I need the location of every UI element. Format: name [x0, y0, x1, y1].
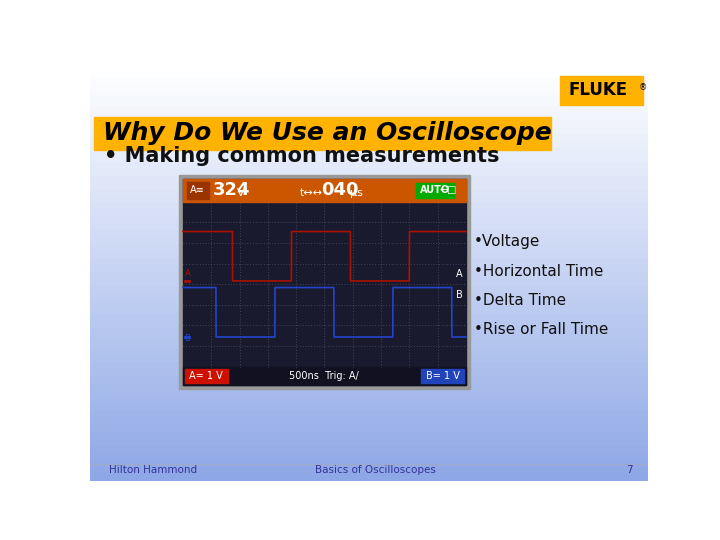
Bar [94, 117, 551, 150]
Bar [90, 155, 648, 162]
Text: μs: μs [350, 187, 362, 198]
Text: 7: 7 [626, 465, 632, 475]
Bar [90, 377, 648, 383]
Bar [90, 259, 648, 266]
Bar [183, 179, 466, 202]
Text: FLUKE: FLUKE [569, 81, 628, 99]
Bar [90, 231, 648, 238]
Bar [90, 390, 648, 397]
Bar [90, 356, 648, 363]
Text: •Rise or Fall Time: •Rise or Fall Time [474, 322, 608, 337]
Bar [90, 397, 648, 404]
Bar [90, 217, 648, 224]
Bar [90, 314, 648, 321]
Bar [90, 106, 648, 113]
Bar [90, 321, 648, 328]
Text: B= 1 V: B= 1 V [426, 371, 459, 381]
Text: AUTO: AUTO [420, 185, 450, 195]
Text: A≡: A≡ [190, 185, 205, 195]
Bar [90, 363, 648, 370]
Bar [90, 176, 648, 183]
Bar [90, 294, 648, 300]
Bar [90, 148, 648, 155]
Bar [90, 72, 648, 79]
Text: Why Do We Use an Oscilloscope: Why Do We Use an Oscilloscope [103, 122, 552, 145]
Bar [415, 183, 454, 198]
Text: •Voltage: •Voltage [474, 234, 540, 249]
Bar [90, 168, 648, 176]
Bar [90, 65, 648, 72]
Bar [90, 287, 648, 294]
Text: ®: ® [639, 83, 647, 92]
Bar [90, 273, 648, 280]
Bar [183, 367, 466, 385]
Bar [90, 280, 648, 287]
Bar [90, 446, 648, 453]
Bar [90, 113, 648, 120]
Text: t↔↔: t↔↔ [300, 187, 323, 198]
Bar [90, 307, 648, 314]
Bar [90, 266, 648, 273]
Bar [90, 411, 648, 418]
Text: 324: 324 [212, 181, 250, 199]
Text: 040: 040 [321, 181, 359, 199]
Bar [90, 92, 648, 99]
Bar [90, 439, 648, 446]
Bar [90, 85, 648, 92]
Text: Basics of Oscilloscopes: Basics of Oscilloscopes [315, 465, 436, 475]
Bar [90, 252, 648, 259]
Bar [90, 204, 648, 211]
Text: 500ns  Trig: A/: 500ns Trig: A/ [289, 371, 359, 381]
Bar [90, 99, 648, 106]
Bar [90, 467, 648, 474]
Text: B: B [456, 290, 463, 300]
Bar [90, 425, 648, 432]
Bar [90, 460, 648, 467]
Bar [90, 79, 648, 85]
Bar [90, 134, 648, 141]
Bar [90, 141, 648, 148]
Bar [179, 175, 469, 389]
Text: • Making common measurements: • Making common measurements [104, 146, 500, 166]
Bar [560, 76, 644, 105]
Bar [421, 369, 464, 383]
Bar [90, 300, 648, 307]
Bar [90, 349, 648, 356]
Bar [90, 418, 648, 425]
Bar [90, 328, 648, 335]
Bar [90, 190, 648, 197]
Text: A= 1 V: A= 1 V [189, 371, 223, 381]
Text: •Delta Time: •Delta Time [474, 293, 566, 308]
Bar [90, 335, 648, 342]
Bar [90, 238, 648, 245]
Bar [90, 210, 648, 217]
Text: Hilton Hammond: Hilton Hammond [109, 465, 197, 475]
Bar [90, 404, 648, 411]
Bar [90, 127, 648, 134]
Bar [90, 120, 648, 127]
Text: •Horizontal Time: •Horizontal Time [474, 264, 603, 279]
Bar [90, 370, 648, 377]
Bar [90, 432, 648, 439]
Bar [90, 383, 648, 390]
Bar [90, 183, 648, 190]
Bar [90, 474, 648, 481]
Text: ←□: ←□ [439, 185, 456, 195]
Bar [90, 453, 648, 460]
Bar [183, 179, 466, 385]
Text: V: V [238, 187, 245, 198]
Bar [187, 182, 209, 199]
Bar [90, 342, 648, 349]
Text: A: A [184, 269, 190, 278]
Text: B: B [184, 334, 190, 343]
Bar [90, 245, 648, 252]
Bar [90, 197, 648, 204]
Bar [90, 224, 648, 231]
Bar [185, 369, 228, 383]
Text: A: A [456, 268, 463, 279]
Bar [90, 162, 648, 168]
